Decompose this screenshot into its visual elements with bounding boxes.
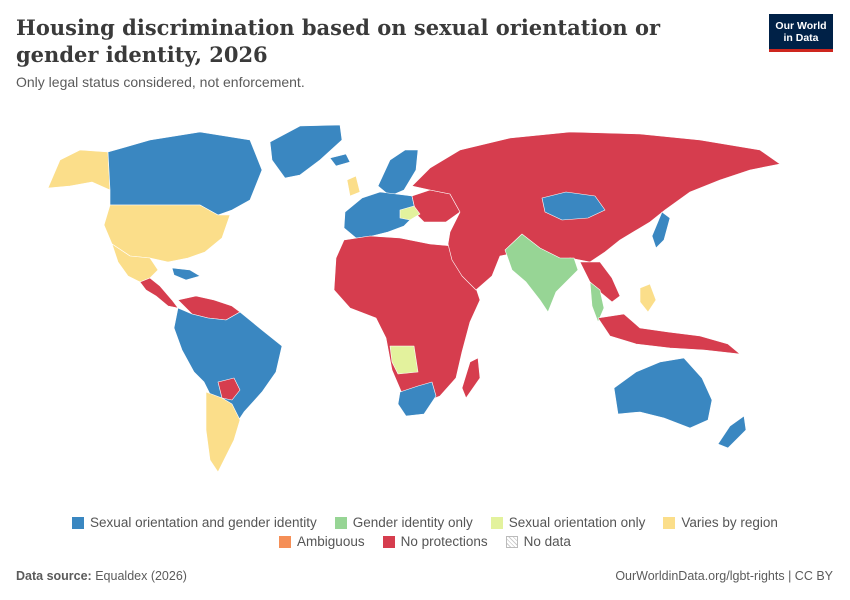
region-balkans[interactable] [399,205,421,221]
legend-row-1: Sexual orientation and gender identity G… [0,515,850,530]
region-south-africa[interactable] [397,381,437,417]
source-link[interactable]: Equaldex (2026) [95,569,187,583]
region-thailand[interactable] [589,281,605,323]
region-uk[interactable] [346,175,361,197]
legend-row-2: Ambiguous No protections No data [0,534,850,549]
legend-item[interactable]: Ambiguous [279,534,365,549]
region-canada[interactable] [107,131,263,216]
legend-item[interactable]: Sexual orientation and gender identity [72,515,317,530]
legend-swatch [490,516,503,529]
region-argentina-chile[interactable] [205,391,241,473]
region-africa[interactable] [333,235,481,405]
chart-title: Housing discrimination based on sexual o… [16,15,661,67]
region-new-zealand[interactable] [717,415,747,449]
region-mongolia[interactable] [541,191,606,221]
region-brazil-andes[interactable] [173,307,283,431]
region-angola[interactable] [389,345,419,375]
logo-line-2: in Data [783,31,819,44]
region-alaska[interactable] [47,149,111,191]
legend-label: Sexual orientation and gender identity [90,515,317,530]
legend-label: No data [523,534,571,549]
region-iceland[interactable] [329,153,351,167]
legend-swatch [505,535,518,548]
region-madagascar[interactable] [461,357,481,399]
legend-label: Gender identity only [352,515,473,530]
region-india[interactable] [504,233,579,313]
region-philippines[interactable] [639,283,657,313]
legend-item[interactable]: Varies by region [663,515,778,530]
source-label: Data source: [16,569,92,583]
region-scandinavia[interactable] [377,149,419,197]
region-indonesia[interactable] [597,313,741,355]
region-greenland[interactable] [269,124,343,179]
legend-label: No protections [400,534,488,549]
legend-label: Sexual orientation only [508,515,646,530]
legend-label: Ambiguous [297,534,365,549]
region-japan[interactable] [651,211,671,249]
legend-item[interactable]: No data [505,534,571,549]
chart-subtitle: Only legal status considered, not enforc… [16,74,305,90]
legend-label: Varies by region [681,515,778,530]
owid-logo[interactable]: Our World in Data [769,14,833,52]
logo-line-1: Our World [775,19,827,32]
legend-item[interactable]: No protections [382,534,488,549]
legend-swatch [72,516,85,529]
legend-swatch [279,535,292,548]
legend-swatch [663,516,676,529]
region-caribbean[interactable] [171,267,201,281]
legend-swatch [382,535,395,548]
world-map[interactable] [0,108,850,508]
region-australia[interactable] [613,357,713,429]
region-central-america[interactable] [139,277,179,309]
data-source: Data source: Equaldex (2026) [16,569,187,583]
legend-swatch [334,516,347,529]
legend-item[interactable]: Sexual orientation only [490,515,646,530]
legend-item[interactable]: Gender identity only [334,515,473,530]
credit-link[interactable]: OurWorldinData.org/lgbt-rights | CC BY [615,569,833,583]
region-bolivia-paraguay[interactable] [217,377,241,401]
